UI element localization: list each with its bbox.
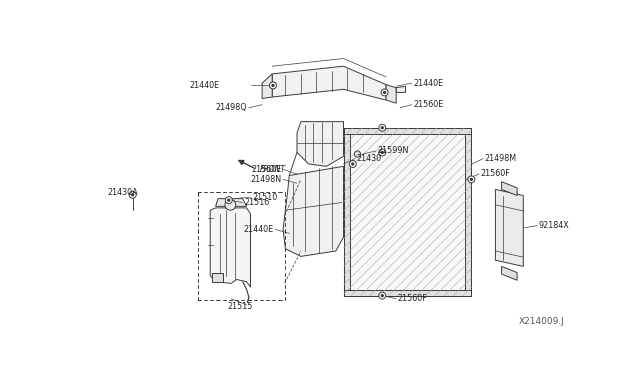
Text: 21510: 21510: [252, 193, 277, 202]
Polygon shape: [386, 85, 396, 103]
Text: 21560F: 21560F: [481, 170, 511, 179]
Circle shape: [381, 89, 388, 96]
Polygon shape: [212, 273, 223, 282]
Text: 21498M: 21498M: [484, 154, 516, 163]
Text: 21560E: 21560E: [252, 165, 282, 174]
Polygon shape: [344, 128, 472, 134]
Text: 21440E: 21440E: [244, 225, 274, 234]
Circle shape: [470, 178, 472, 180]
Polygon shape: [272, 66, 386, 100]
Polygon shape: [495, 189, 524, 266]
Text: 21498N: 21498N: [250, 175, 282, 184]
Polygon shape: [502, 182, 517, 196]
Text: 21430A: 21430A: [107, 188, 138, 197]
Text: 21440E: 21440E: [189, 81, 220, 90]
Circle shape: [269, 82, 276, 89]
Circle shape: [228, 199, 230, 201]
Text: X214009.J: X214009.J: [518, 317, 564, 326]
Circle shape: [349, 161, 356, 167]
Text: 21430: 21430: [356, 154, 382, 163]
Circle shape: [379, 292, 386, 299]
Circle shape: [383, 91, 386, 93]
Circle shape: [381, 295, 383, 297]
Polygon shape: [465, 128, 472, 296]
Circle shape: [225, 197, 232, 203]
Circle shape: [381, 151, 383, 154]
Polygon shape: [344, 128, 472, 296]
Polygon shape: [502, 266, 517, 280]
Polygon shape: [344, 289, 472, 296]
Circle shape: [379, 149, 386, 156]
Circle shape: [272, 84, 274, 87]
Polygon shape: [262, 74, 272, 99]
Text: 21498Q: 21498Q: [216, 103, 248, 112]
Circle shape: [468, 176, 475, 183]
Text: 21516: 21516: [244, 198, 269, 207]
Polygon shape: [216, 199, 246, 206]
Text: 21560F: 21560F: [397, 294, 428, 303]
Polygon shape: [344, 128, 349, 296]
Circle shape: [129, 191, 136, 198]
Text: 21440E: 21440E: [413, 78, 444, 88]
Text: 21515: 21515: [227, 302, 253, 311]
Polygon shape: [297, 122, 344, 166]
Circle shape: [225, 199, 236, 210]
Circle shape: [132, 194, 134, 196]
Text: 21599N: 21599N: [378, 147, 409, 155]
Circle shape: [379, 124, 386, 131]
Text: 92184X: 92184X: [539, 221, 570, 230]
Circle shape: [351, 163, 354, 165]
Text: FRONT: FRONT: [260, 165, 286, 174]
Text: 21560E: 21560E: [413, 100, 444, 109]
Polygon shape: [283, 166, 344, 256]
Circle shape: [381, 126, 383, 129]
Circle shape: [355, 151, 360, 157]
Polygon shape: [396, 86, 406, 92]
Polygon shape: [210, 208, 250, 287]
